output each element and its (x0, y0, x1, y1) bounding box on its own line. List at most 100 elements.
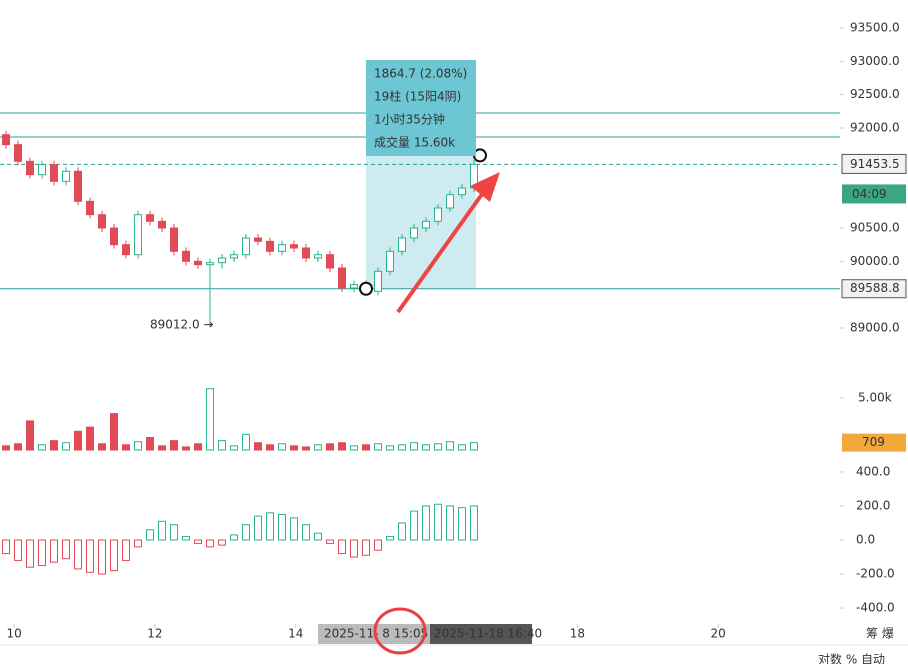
macd-bar (62, 539, 70, 560)
corner-label: 筹 爆 (866, 627, 894, 641)
candle-body (434, 207, 442, 222)
time-tag (430, 624, 532, 644)
volume-tag-label: 709 (862, 435, 885, 449)
volume-bar (74, 430, 82, 451)
macd-bar (362, 539, 370, 556)
price-tag-label: 91453.5 (850, 157, 900, 171)
y-tick-label: 89000.0 (850, 321, 900, 335)
volume-bar (434, 443, 442, 451)
volume-bar (362, 444, 370, 451)
volume-bar (170, 440, 178, 451)
macd-bar (254, 515, 262, 541)
volume-bar (50, 440, 58, 451)
candle-body (26, 160, 34, 176)
candle-body (326, 254, 334, 269)
macd-tick-label: -200.0 (856, 567, 895, 581)
candle-body (122, 244, 130, 256)
volume-bar (446, 441, 454, 451)
macd-bar (38, 539, 46, 567)
macd-bar (314, 532, 322, 541)
volume-bar (38, 444, 46, 451)
volume-bar (182, 446, 190, 451)
macd-bar (158, 520, 166, 541)
x-tick-label: 10 (6, 627, 21, 641)
volume-bar (194, 443, 202, 451)
volume-bar (206, 388, 214, 451)
volume-bar (218, 440, 226, 451)
tooltip (366, 60, 476, 156)
macd-bar (410, 510, 418, 541)
measure-start (359, 281, 373, 296)
x-tick-label: 20 (711, 627, 726, 641)
macd-tick-label: 200.0 (856, 498, 890, 512)
volume-bar (326, 443, 334, 451)
macd-bar (122, 539, 130, 561)
footer-label: 对数 % 自动 (818, 652, 885, 664)
candle-body (2, 134, 10, 146)
candle-body (14, 144, 22, 162)
volume-bar (26, 420, 34, 451)
y-tick-label: 90000.0 (850, 254, 900, 268)
macd-bar (434, 503, 442, 541)
volume-bar (146, 437, 154, 451)
macd-bar (302, 524, 310, 541)
measure-box (366, 152, 476, 289)
price-tag (841, 153, 907, 174)
macd-bar (170, 524, 178, 541)
macd-bar (134, 539, 142, 548)
macd-bar (74, 539, 82, 570)
countdown-tag (842, 184, 906, 204)
volume-bar (398, 444, 406, 451)
volume-tick-label: 5.00k (858, 390, 892, 404)
volume-bar (230, 445, 238, 451)
macd-bar (86, 539, 94, 573)
macd-bar (350, 539, 358, 558)
volume-bar (242, 433, 250, 451)
volume-bar (314, 444, 322, 451)
candle-body (458, 187, 466, 196)
candle-body (374, 270, 382, 292)
macd-bar (98, 539, 106, 575)
candle-body (134, 214, 142, 256)
macd-bar (458, 507, 466, 541)
volume-bar (338, 442, 346, 451)
candle-body (410, 227, 418, 239)
candle-body (62, 170, 70, 182)
macd-bar (446, 505, 454, 541)
macd-bar (14, 539, 22, 561)
macd-bar (290, 517, 298, 541)
macd-bar (242, 524, 250, 541)
candle-body (350, 284, 358, 289)
volume-bar (254, 442, 262, 451)
macd-bar (470, 505, 478, 541)
candle-body (110, 227, 118, 246)
macd-bar (110, 539, 118, 572)
volume-bar (350, 445, 358, 451)
volume-bar (14, 443, 22, 451)
candle-body (266, 240, 274, 252)
y-tick-label: 92000.0 (850, 121, 900, 135)
low-label: 89012.0 → (150, 318, 214, 332)
macd-bar (398, 522, 406, 541)
volume-bar (290, 445, 298, 451)
macd-bar (386, 536, 394, 541)
volume-bar (62, 442, 70, 451)
volume-bar (158, 445, 166, 451)
annotation-arrow (396, 188, 487, 314)
volume-bar (374, 443, 382, 451)
tooltip-line: 成交量 15.60k (374, 135, 455, 150)
macd-bar (26, 539, 34, 568)
volume-bar (278, 443, 286, 451)
candle-body (422, 220, 430, 229)
x-tick-label: 12 (147, 627, 162, 641)
candle-body (290, 244, 298, 249)
macd-bar (422, 505, 430, 541)
macd-tick-label: 0.0 (856, 533, 875, 547)
y-tick-label: 93500.0 (850, 21, 900, 35)
volume-bar (470, 442, 478, 451)
candle-body (254, 237, 262, 242)
volume-bar (86, 426, 94, 451)
volume-bar (134, 441, 142, 451)
volume-bar (386, 445, 394, 451)
